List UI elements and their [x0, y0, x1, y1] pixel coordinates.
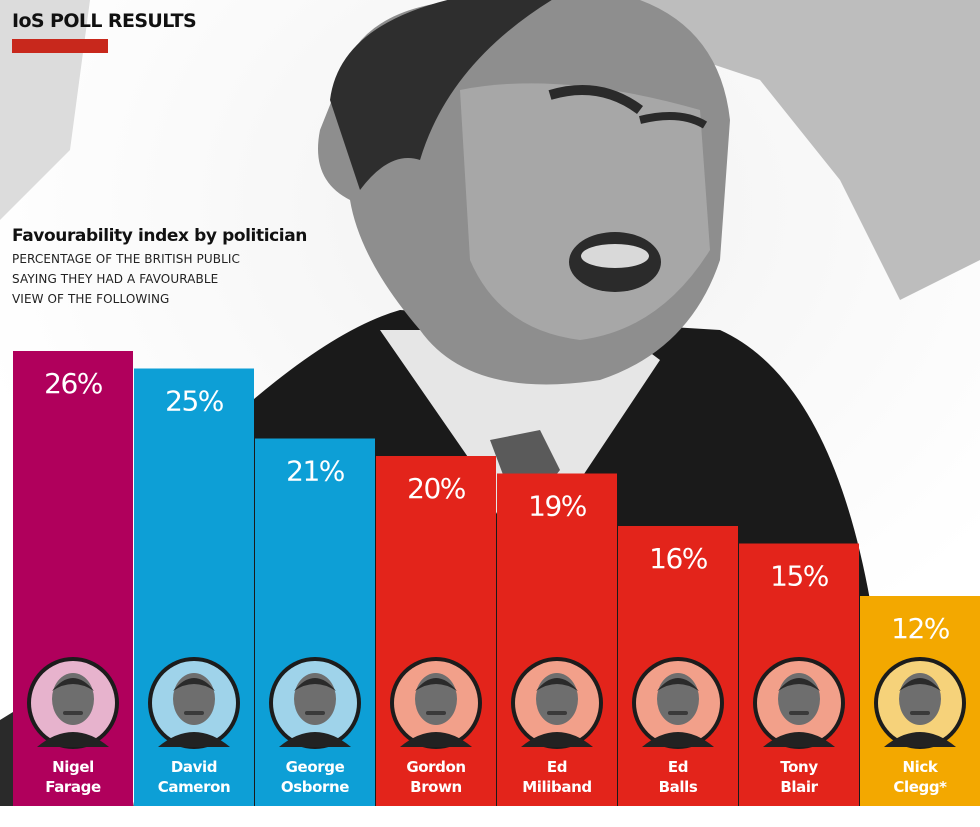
bar-value-label: 20% — [407, 472, 466, 505]
bar-name-label: Balls — [659, 778, 698, 796]
bar-name-label: Gordon — [406, 758, 465, 776]
chart-title: Favourability index by politician — [12, 226, 307, 246]
bar-value-label: 19% — [528, 490, 587, 523]
chart-subtitle-line-2: SAYING THEY HAD A FAVOURABLE — [12, 272, 219, 286]
bar-value-label: 16% — [649, 542, 708, 575]
bar-name-label: Blair — [780, 778, 818, 796]
bar-name-label: Cameron — [158, 778, 231, 796]
bar-george-osborne — [255, 438, 375, 806]
baseline-strip — [0, 806, 980, 827]
bar-ed-miliband — [497, 473, 617, 806]
bar-value-label: 21% — [286, 455, 345, 488]
bar-name-label: Osborne — [281, 778, 349, 796]
portrait-david-cameron — [148, 657, 240, 749]
bar-name-label: George — [286, 758, 345, 776]
bar-gordon-brown — [376, 456, 496, 806]
bar-name-label: Ed — [547, 758, 567, 776]
bar-name-label: Ed — [668, 758, 688, 776]
portrait-nick-clegg — [874, 657, 966, 749]
bar-name-label: Miliband — [522, 778, 591, 796]
bar-name-label: Clegg* — [893, 778, 947, 796]
bar-value-label: 15% — [770, 560, 829, 593]
bar-name-label: Nigel — [52, 758, 94, 776]
bar-value-label: 12% — [891, 612, 950, 645]
portrait-george-osborne — [269, 657, 361, 749]
bar-name-label: Brown — [410, 778, 462, 796]
bar-name-label: Nick — [903, 758, 939, 776]
portrait-gordon-brown — [390, 657, 482, 749]
portrait-nigel-farage — [27, 657, 119, 749]
bar-value-label: 26% — [44, 367, 103, 400]
chart-subtitle-line-3: VIEW OF THE FOLLOWING — [12, 292, 170, 306]
bar-name-label: Tony — [780, 758, 818, 776]
chart-subtitle-line-1: PERCENTAGE OF THE BRITISH PUBLIC — [12, 252, 240, 266]
bar-name-label: David — [171, 758, 217, 776]
portrait-ed-balls — [632, 657, 724, 749]
bar-value-label: 25% — [165, 385, 224, 418]
header-rule — [12, 39, 108, 53]
portrait-tony-blair — [753, 657, 845, 749]
header-title: IoS POLL RESULTS — [12, 10, 197, 32]
portrait-ed-miliband — [511, 657, 603, 749]
bar-name-label: Farage — [45, 778, 101, 796]
